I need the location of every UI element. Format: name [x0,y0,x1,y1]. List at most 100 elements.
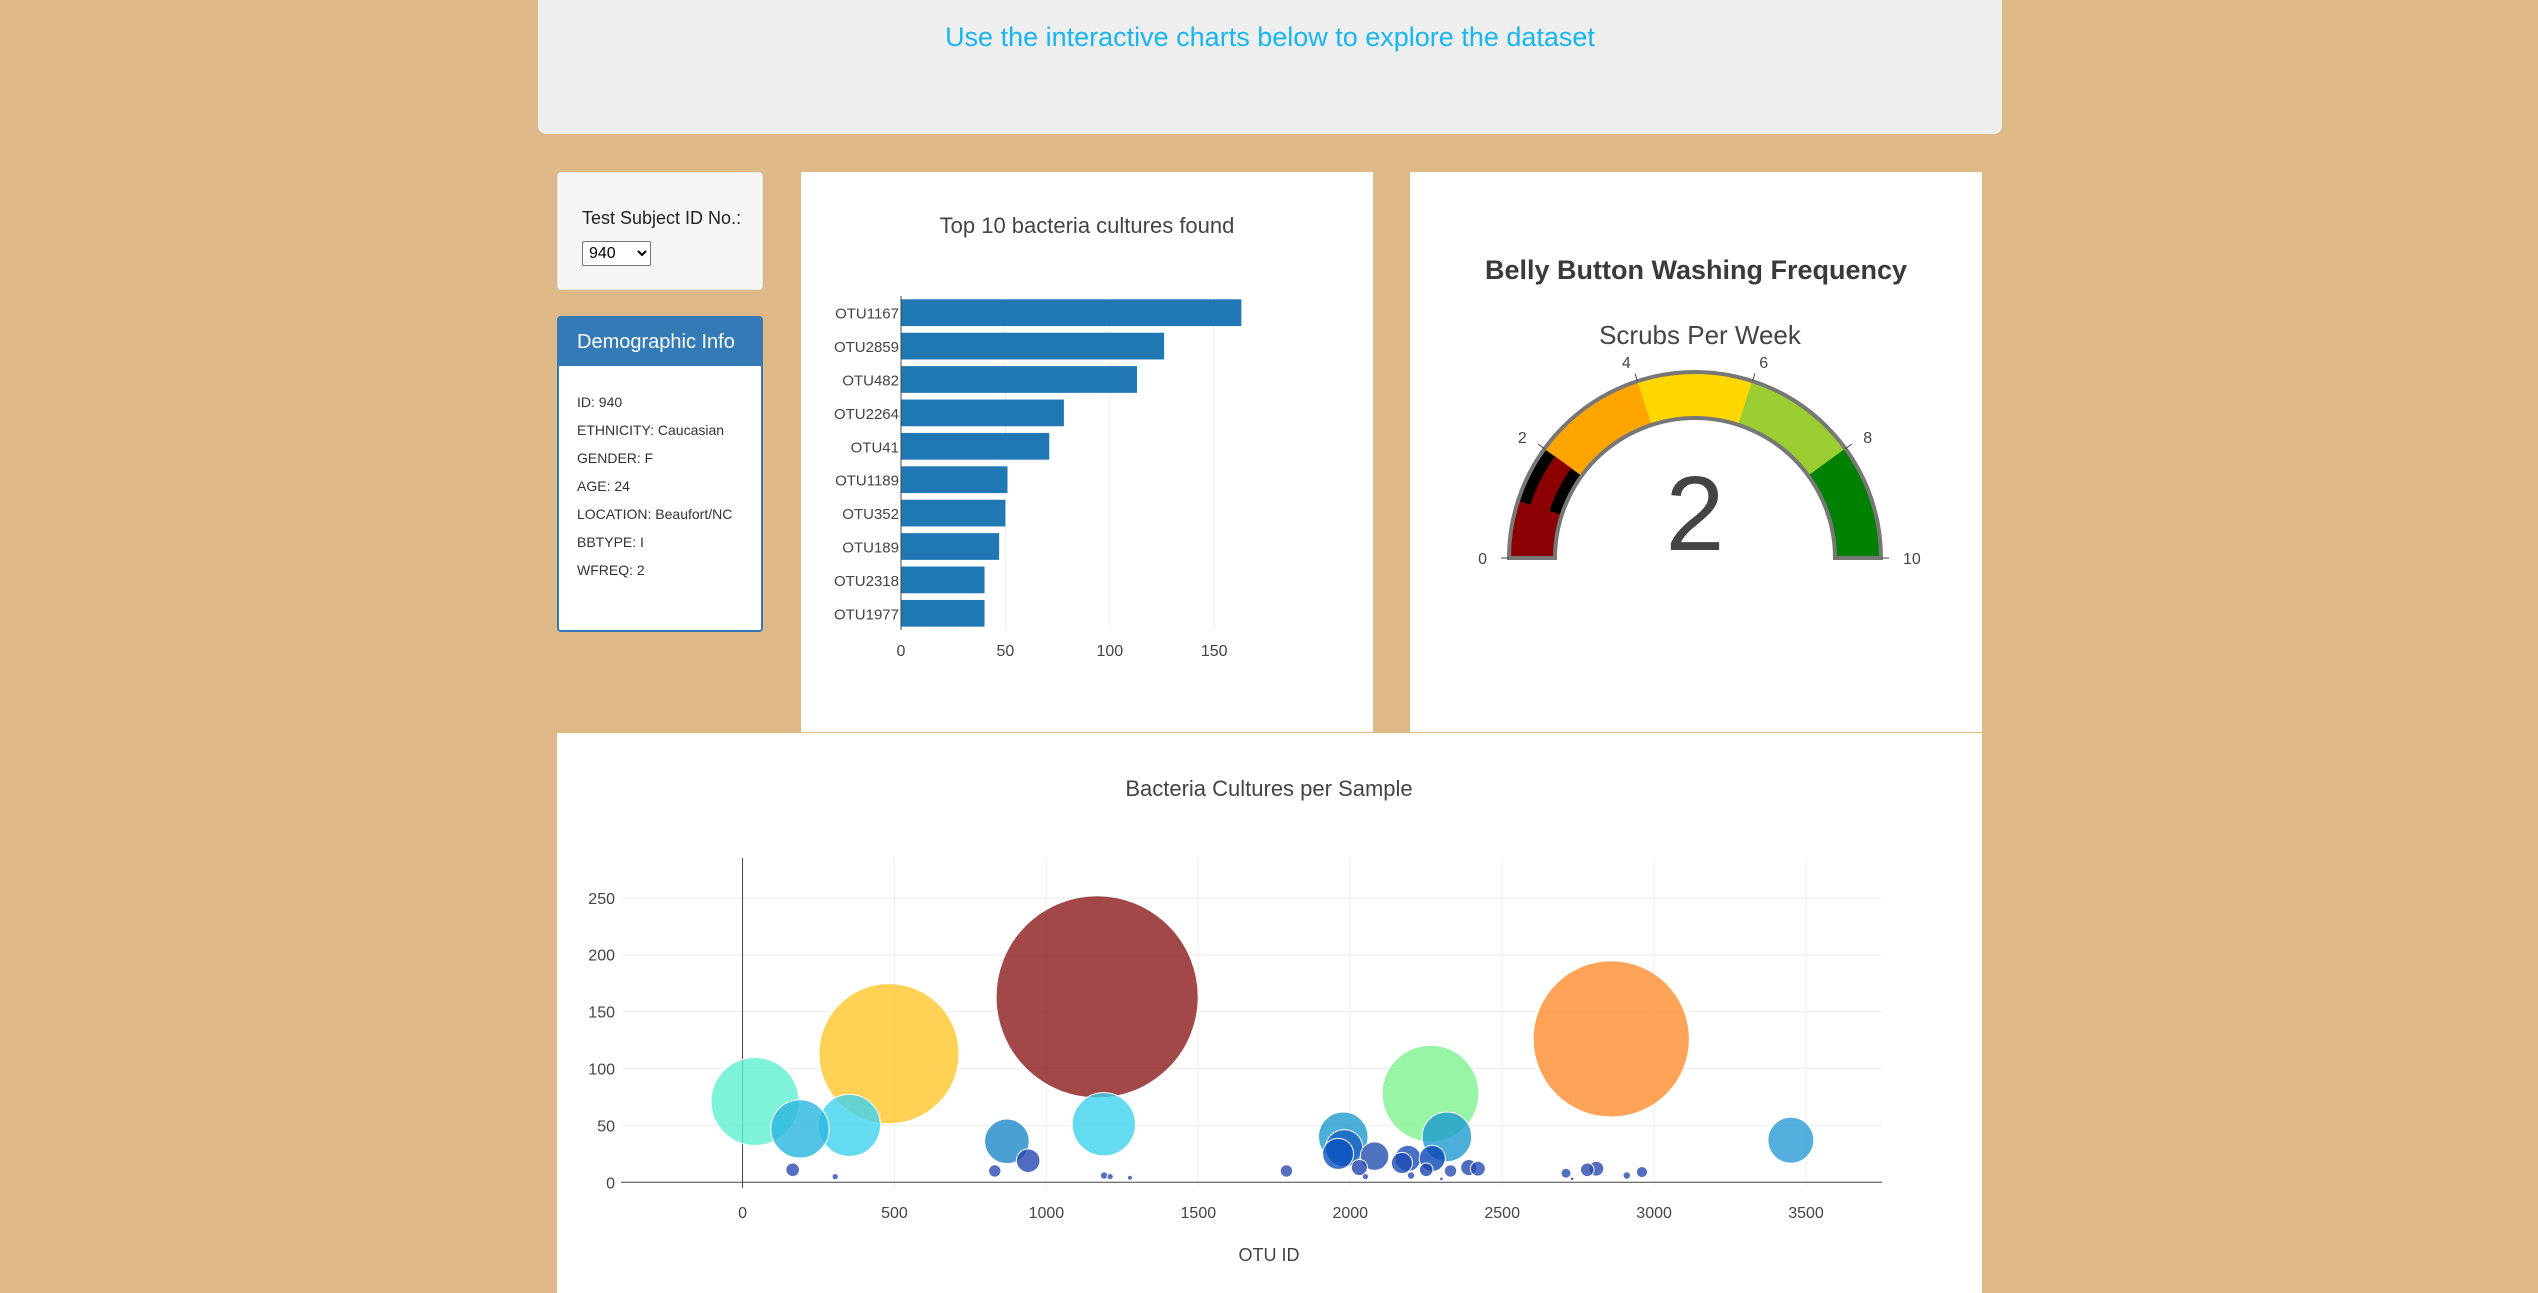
bubble-otu-2910 [1622,1171,1631,1180]
bubble-x-tick-label: 2000 [1332,1205,1368,1222]
demo-ethnicity: ETHNICITY: Caucasian [577,422,725,438]
bubble-otu-305 [831,1173,839,1181]
bar-y-tick-label: OTU2318 [834,573,899,590]
demo-age: AGE: 24 [577,478,630,494]
bar-otu2318 [901,566,985,594]
bar-x-tick-label: 0 [897,643,906,660]
gauge-value-number: 2 [1666,455,1725,573]
demographic-info-body: ID: 940 ETHNICITY: Caucasian GENDER: F A… [559,366,761,578]
bar-y-tick-label: OTU2859 [834,339,899,356]
bubble-y-tick-label: 250 [588,891,615,908]
gauge-tick-label: 10 [1903,551,1921,568]
bar-y-tick-label: OTU1977 [834,606,899,623]
bubble-otu-2030 [1350,1158,1368,1177]
bubble-otu-2200 [1406,1171,1416,1180]
gauge-tick-label: 0 [1478,551,1487,568]
demo-wfreq: WFREQ: 2 [577,562,645,578]
bar-chart[interactable]: Top 10 bacteria cultures found 0 50 100 150 O… [801,172,1373,732]
bar-chart-title: Top 10 bacteria cultures found [940,213,1235,238]
bar-y-tick-label: OTU189 [842,540,899,557]
bar-y-tick-label: OTU1167 [835,306,899,323]
subject-id-label: Test Subject ID No.: [582,208,742,228]
bubble-x-tick-label: 500 [881,1205,908,1222]
gauge-chart[interactable]: Belly Button Washing Frequency Scrubs Per… [1410,172,1982,732]
gauge-subtitle: Scrubs Per Week [1599,320,1802,350]
bar-x-tick-label: 150 [1201,643,1228,660]
bar-otu352 [901,499,1006,527]
bar-y-tick-label: OTU482 [842,373,899,390]
gauge-tick-mark [1634,373,1638,382]
gauge-tick-mark [1537,443,1545,450]
bubble-otu-482 [818,983,960,1125]
gauge-title: Belly Button Washing Frequency [1485,255,1907,285]
gauge-chart-container: Belly Button Washing Frequency Scrubs Per… [1410,172,1982,732]
bar-x-tick-label: 100 [1096,643,1123,660]
gauge-tick-mark [1752,373,1756,382]
subject-selector-well: Test Subject ID No.: 940 [557,172,763,290]
bar-otu1167 [901,299,1242,327]
bubble-x-tick-label: 2500 [1484,1205,1520,1222]
bubble-otu-3450 [1767,1116,1815,1164]
bubble-otu-2050 [1361,1173,1370,1181]
bubble-otu-2420 [1469,1160,1486,1177]
bubble-otu-870 [984,1118,1030,1165]
bubble-otu-2250 [1418,1162,1434,1178]
bubble-otu-1167 [995,895,1199,1099]
bubble-otu-2730 [1569,1176,1575,1182]
bubble-y-tick-label: 150 [588,1005,615,1022]
bubble-otu-2170 [1390,1151,1413,1175]
gauge-tick-mark [1845,443,1853,450]
bubble-y-tick-label: 200 [588,948,615,965]
bubble-x-tick-label: 3000 [1636,1205,1672,1222]
bar-y-tick-label: OTU41 [851,439,899,456]
bubble-x-tick-label: 1000 [1029,1205,1065,1222]
demographic-info-panel: Demographic Info ID: 940 ETHNICITY: Cauc… [557,316,763,632]
gauge-outline [1506,370,1884,560]
subject-id-select[interactable]: 940 [582,241,651,266]
bar-y-tick-label: OTU352 [842,506,899,523]
bubble-otu-2710 [1560,1167,1572,1179]
bubble-otu-830 [988,1164,1002,1178]
bar-y-tick-label: OTU2264 [834,406,899,423]
bubble-otu-940 [1015,1148,1041,1173]
bubble-otu-165 [785,1162,800,1178]
bubble-otu-1210 [1106,1173,1114,1181]
bar-otu482 [901,366,1137,393]
bubble-otu-1790 [1279,1164,1294,1178]
jumbotron-header: Use the interactive charts below to expl… [538,0,2002,134]
bubble-otu-189 [770,1099,830,1159]
bubble-x-tick-label: 3500 [1788,1205,1824,1222]
bar-otu41 [901,432,1050,460]
bubble-chart-container: Bacteria Cultures per Sample 0 500 1000 1500… [557,733,1982,1293]
bar-x-tick-label: 50 [997,643,1015,660]
gauge-tick-label: 4 [1622,355,1631,372]
bubble-otu-2330 [1443,1164,1458,1178]
bubble-otu-1275 [1126,1174,1133,1181]
bubble-otu-2080 [1359,1141,1390,1171]
bubble-y-tick-label: 100 [588,1062,615,1079]
demo-id: ID: 940 [577,394,623,410]
gauge-tick-label: 8 [1863,430,1872,447]
bar-otu2859 [901,332,1165,360]
bubble-y-tick-label: 50 [597,1118,615,1135]
bar-y-tick-label: OTU1189 [835,473,899,490]
bubble-otu-1960 [1322,1137,1355,1170]
gauge-tick-label: 6 [1759,355,1768,372]
gauge-value-bar [1522,456,1572,558]
demo-location: LOCATION: Beaufort/NC [577,506,733,522]
bar-otu2264 [901,399,1064,427]
bubble-otu-1189 [1071,1092,1136,1157]
bubble-otu-2859 [1532,960,1690,1118]
bar-otu1189 [901,466,1008,494]
demographic-info-title: Demographic Info [559,318,761,366]
bubble-otu-2300 [1439,1176,1444,1182]
bubble-otu-2780 [1579,1162,1595,1178]
bubble-chart-title: Bacteria Cultures per Sample [1125,776,1412,801]
demo-bbtype: BBTYPE: I [577,534,644,550]
bubble-y-tick-label: 0 [606,1175,615,1192]
header-lead-text: Use the interactive charts below to expl… [945,22,1595,52]
bubble-x-tick-label: 0 [738,1205,747,1222]
bubble-otu-1190 [1099,1171,1109,1180]
bubble-x-axis-title: OTU ID [1239,1245,1300,1265]
